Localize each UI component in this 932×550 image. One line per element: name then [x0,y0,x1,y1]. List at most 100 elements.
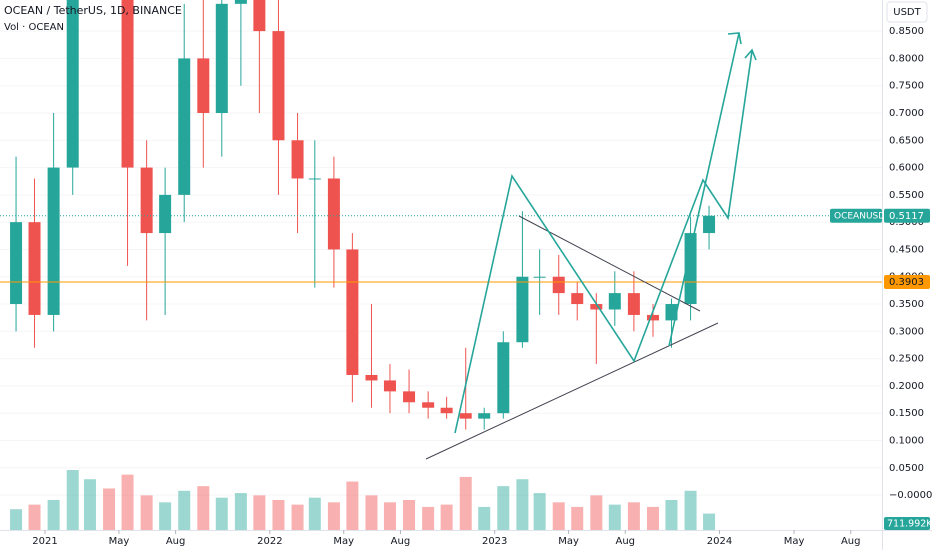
volume-bar [440,504,453,530]
candle-body [215,3,228,113]
candle-body [10,222,23,305]
volume-bar [684,490,697,530]
y-tick-label: 0.2500 [889,354,924,365]
volume-legend: Vol · OCEAN [4,22,64,33]
candle-body [571,293,584,305]
volume-pane [10,470,716,530]
volume-bar [608,504,621,530]
candle-body [403,391,416,403]
y-tick-label: 0.6500 [889,135,924,146]
x-tick-label: May [558,536,579,547]
candle-body [590,304,603,310]
candle-body [47,167,60,315]
volume-bar [590,495,603,530]
candle-body [234,0,247,4]
price-label: 0.5117 [889,211,924,222]
candle-body [346,249,359,375]
candle-body [66,0,79,168]
y-tick-label: 0.3500 [889,299,924,310]
candle-body [272,31,285,141]
volume-bar [627,502,640,530]
projection-path [454,50,753,434]
chart-title: OCEAN / TetherUS, 1D, BINANCE [4,4,182,17]
candle-body [552,276,565,294]
candle-body [178,58,191,195]
candle-body [533,276,546,278]
volume-label: 711.992K [887,519,932,530]
candle-body [159,194,172,234]
x-tick-label: 2023 [482,536,507,547]
volume-bar [178,490,191,530]
volume-bar [665,500,678,530]
volume-bar [253,495,266,530]
candle-body [627,293,640,315]
x-tick-label: May [109,536,130,547]
volume-bar [197,486,210,530]
volume-badge [884,517,930,530]
currency-label[interactable]: USDT [893,7,921,18]
volume-bar [478,506,491,530]
volume-bar [383,502,396,530]
x-tick-label: Aug [841,536,861,547]
volume-bar [552,502,565,530]
drawings [425,32,757,460]
volume-bar [234,493,247,530]
currency-button[interactable] [886,1,928,23]
x-tick-label: May [333,536,354,547]
volume-bar [83,479,96,530]
x-tick-label: Aug [391,536,411,547]
volume-bar [159,502,172,530]
y-tick-label: 0.8500 [889,26,924,37]
x-tick-label: Aug [166,536,186,547]
candle-body [291,140,304,179]
volume-bar [422,506,435,530]
candle-body [197,58,210,113]
y-tick-label: −0.0000 [889,490,932,501]
y-tick-label: 0.5500 [889,190,924,201]
x-tick-label: May [784,536,805,547]
symbol-label: OCEANUSDT [834,211,891,221]
candle-body [665,304,678,321]
volume-bar [327,502,340,530]
candle-body [478,413,491,419]
candle-body [383,380,396,392]
candle-body [422,402,435,408]
candle-body [440,407,453,414]
y-tick-label: 0.7000 [889,108,924,119]
time-axis: 2021 May Aug 2022 May Aug 2023 May Aug 2024 May Aug [32,530,860,547]
volume-bar [308,497,321,530]
projection-path [668,32,740,347]
volume-bar [533,493,546,530]
candle-body [365,374,378,381]
volume-bar [103,488,116,530]
y-tick-label: 0.0500 [889,463,924,474]
x-tick-label: 2021 [32,536,57,547]
level-badge [884,275,930,290]
volume-bar [403,500,416,530]
volume-bar [703,513,716,530]
candle-body [703,215,716,234]
volume-bar [121,474,134,530]
price-pane [0,0,882,430]
symbol-badge [830,208,882,223]
volume-bar [365,495,378,530]
level-label: 0.3903 [889,277,924,288]
volume-bar [291,504,304,530]
candle-body [121,0,134,168]
y-tick-label: 0.2000 [889,381,924,392]
candle-body [308,178,321,180]
candle-body [327,178,340,250]
volume-bar [497,486,510,530]
x-tick-label: 2024 [707,536,732,547]
volume-bar [28,504,41,530]
volume-bar [10,509,23,530]
volume-bar [346,481,359,530]
volume-bar [140,495,153,530]
y-tick-label: 0.1500 [889,408,924,419]
y-tick-label: 0.1000 [889,435,924,446]
y-tick-label: 0.7500 [889,81,924,92]
candle-body [28,222,41,315]
candle-body [140,167,153,234]
